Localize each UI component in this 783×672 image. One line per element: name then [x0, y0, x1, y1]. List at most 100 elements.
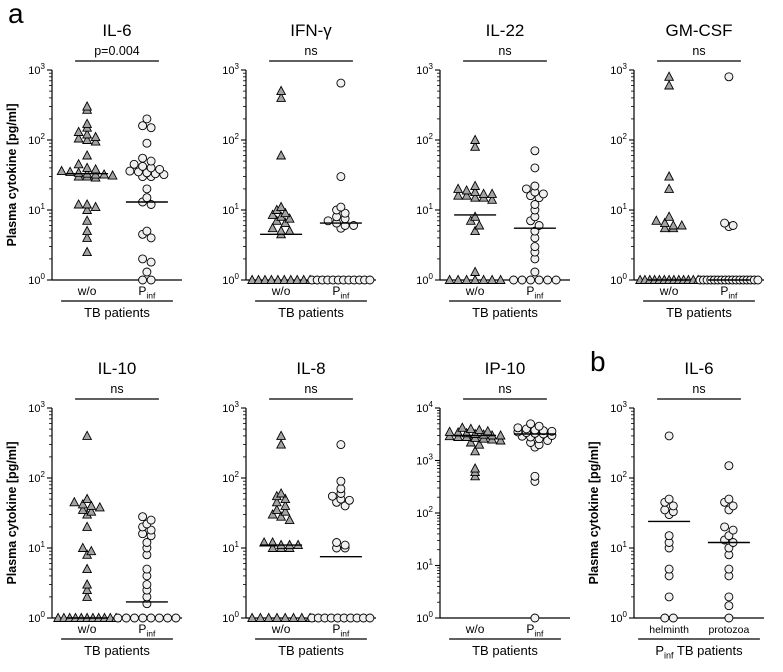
data-point-circle — [138, 153, 148, 163]
data-point-triangle — [495, 434, 506, 445]
data-point-circle — [664, 431, 674, 441]
data-point-circle — [724, 613, 734, 623]
data-point-circle — [336, 78, 346, 88]
data-point-triangle — [73, 167, 84, 177]
data-point-triangle — [444, 274, 455, 284]
data-point-triangle — [470, 266, 481, 276]
y-tick-label: 103 — [416, 453, 433, 468]
data-point-triangle — [82, 579, 93, 589]
data-point-circle — [154, 613, 164, 623]
data-point-circle — [530, 613, 540, 623]
group-label: w/o — [659, 284, 679, 298]
y-axis-ticks: 100 101 102 103 — [222, 62, 246, 287]
data-point-circle — [146, 123, 156, 133]
y-axis-title: Plasma cytokine [pg/ml] — [5, 103, 19, 246]
data-point-circle — [724, 461, 734, 471]
data-point-circle — [724, 601, 734, 611]
y-tick-label: 100 — [222, 272, 239, 287]
data-point-circle — [530, 200, 540, 209]
data-point-triangle — [487, 188, 498, 198]
y-tick-label: 101 — [28, 540, 45, 555]
y-axis-ticks: 100 101 102 103 — [222, 400, 246, 625]
data-point-circle — [664, 494, 674, 504]
group-1-points — [509, 146, 561, 285]
data-point-triangle — [288, 612, 299, 622]
x-axis-label: TB patients — [472, 305, 538, 320]
data-point-triangle — [263, 612, 274, 622]
data-point-triangle — [86, 506, 97, 516]
group-1-points — [113, 512, 181, 623]
group-label: Pinf — [332, 284, 350, 301]
data-point-triangle — [465, 436, 476, 447]
data-point-circle — [720, 522, 730, 532]
data-point-circle — [142, 267, 152, 277]
y-axis-title: Plasma cytokine [pg/ml] — [5, 441, 19, 584]
data-point-circle — [534, 275, 544, 285]
data-point-triangle — [470, 134, 481, 144]
x-axis-label: TB patients — [472, 643, 538, 658]
data-point-triangle — [82, 128, 93, 139]
data-point-triangle — [82, 215, 93, 225]
data-point-circle — [728, 221, 738, 230]
significance-label: ns — [110, 382, 123, 396]
data-point-circle — [138, 121, 148, 131]
data-point-circle — [668, 613, 678, 623]
y-tick-label: 101 — [416, 202, 433, 217]
y-tick-label: 103 — [28, 400, 45, 415]
y-tick-label: 102 — [28, 470, 45, 485]
data-point-triangle — [73, 132, 84, 143]
y-tick-label: 104 — [416, 400, 433, 415]
group-label: Pinf — [526, 284, 544, 301]
data-point-circle — [530, 146, 540, 156]
y-axis-title: Plasma cytokine [pg/ml] — [587, 441, 601, 584]
plot-title: IP-10 — [485, 359, 526, 378]
data-point-triangle — [86, 500, 97, 510]
data-point-circle — [534, 421, 544, 431]
y-tick-label: 102 — [610, 470, 627, 485]
data-point-triangle — [296, 612, 307, 622]
y-tick-label: 101 — [610, 540, 627, 555]
data-point-triangle — [82, 198, 93, 209]
group-0-points — [660, 431, 678, 623]
data-point-circle — [530, 181, 540, 191]
data-point-triangle — [276, 430, 287, 440]
data-point-circle — [146, 525, 156, 535]
data-point-triangle — [73, 126, 84, 136]
axes — [439, 70, 570, 281]
data-point-circle — [336, 172, 346, 182]
x-axis-label: TB patients — [84, 305, 150, 320]
data-point-triangle — [664, 171, 675, 181]
data-point-circle — [543, 275, 553, 285]
y-tick-label: 101 — [222, 540, 239, 555]
data-point-triangle — [659, 217, 670, 228]
x-axis-label: TB patients — [84, 643, 150, 658]
data-point-triangle — [276, 149, 287, 160]
plot-title: IL-22 — [486, 21, 525, 40]
data-point-triangle — [82, 204, 93, 214]
data-point-circle — [720, 218, 730, 228]
data-point-circle — [664, 531, 674, 541]
data-point-triangle — [280, 506, 291, 516]
data-point-circle — [724, 72, 734, 82]
y-tick-label: 100 — [222, 610, 239, 625]
data-point-circle — [526, 275, 536, 285]
data-point-circle — [530, 242, 540, 252]
data-point-circle — [340, 540, 350, 550]
data-point-triangle — [276, 85, 287, 96]
data-point-triangle — [73, 158, 84, 169]
data-point-circle — [130, 613, 139, 623]
data-point-triangle — [267, 542, 278, 552]
y-tick-label: 100 — [416, 610, 433, 625]
data-point-triangle — [82, 149, 93, 160]
cytokine-scatter-plot: IP-10 ns 100 101 102 103 104 w/o Pinf TB patients — [416, 359, 570, 658]
y-axis-ticks: 100 101 102 103 104 — [416, 400, 440, 625]
data-point-circle — [146, 275, 156, 285]
data-point-triangle — [470, 274, 481, 284]
significance-label: ns — [692, 382, 705, 396]
x-axis-label: TB patients — [278, 643, 344, 658]
data-point-circle — [142, 138, 152, 148]
plot-a-il6: IL-6 p=0.004 100 101 102 103 w/o Pinf TB patient… — [4, 4, 194, 334]
significance-label: ns — [498, 44, 511, 58]
data-point-circle — [517, 275, 527, 285]
data-point-triangle — [259, 274, 271, 284]
